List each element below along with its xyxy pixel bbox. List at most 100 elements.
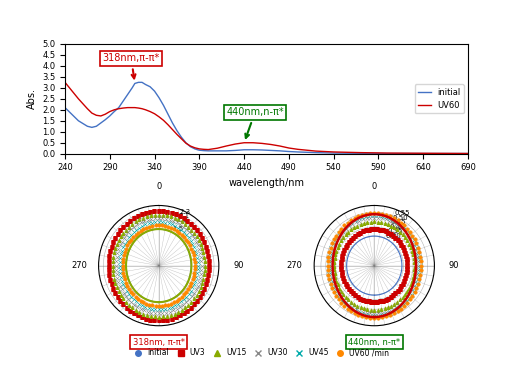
- UV60: [98, 114, 104, 118]
- initial: [295, 150, 301, 154]
- initial: [129, 86, 135, 90]
- initial: [420, 151, 426, 156]
- initial: [142, 82, 149, 87]
- initial: [286, 149, 292, 154]
- initial: [465, 151, 471, 156]
- initial: [132, 81, 138, 86]
- UV60: [125, 105, 131, 110]
- UV60: [151, 112, 158, 116]
- initial: [115, 105, 122, 110]
- UV60: [156, 115, 162, 119]
- initial: [223, 149, 229, 153]
- UV60: [183, 141, 189, 145]
- initial: [75, 119, 82, 123]
- Text: 318nm, π-π*: 318nm, π-π*: [133, 338, 185, 347]
- initial: [98, 121, 104, 125]
- initial: [187, 145, 193, 149]
- UV60: [129, 105, 135, 110]
- UV60: [111, 108, 118, 112]
- initial: [84, 124, 90, 128]
- UV60: [420, 151, 426, 156]
- initial: [147, 85, 153, 89]
- UV60: [178, 137, 185, 141]
- UV60: [232, 142, 238, 146]
- UV60: [62, 80, 68, 85]
- Y-axis label: Abs.: Abs.: [27, 88, 36, 109]
- UV60: [295, 147, 301, 152]
- UV60: [75, 97, 82, 101]
- initial: [156, 96, 162, 100]
- UV60: [132, 105, 138, 110]
- UV60: [205, 147, 212, 152]
- UV60: [135, 106, 141, 110]
- UV60: [384, 151, 391, 155]
- UV60: [115, 107, 122, 111]
- UV60: [277, 144, 283, 148]
- UV60: [241, 141, 247, 145]
- UV60: [465, 151, 471, 156]
- UV60: [102, 112, 108, 116]
- initial: [331, 151, 337, 155]
- initial: [170, 121, 176, 125]
- initial: [259, 148, 265, 152]
- UV60: [196, 147, 202, 151]
- initial: [192, 147, 198, 151]
- UV60: [142, 108, 149, 112]
- Line: initial: initial: [65, 82, 468, 153]
- UV60: [84, 107, 90, 111]
- UV60: [194, 146, 201, 151]
- Legend: initial, UV3, UV15, UV30, UV45, UV60 /min: initial, UV3, UV15, UV30, UV45, UV60 /mi…: [127, 345, 393, 361]
- Text: 440nm,n-π*: 440nm,n-π*: [226, 107, 284, 138]
- UV60: [174, 132, 180, 137]
- UV60: [165, 123, 171, 127]
- initial: [232, 148, 238, 153]
- UV60: [170, 127, 176, 132]
- initial: [102, 117, 108, 122]
- initial: [62, 105, 68, 110]
- initial: [160, 103, 166, 108]
- initial: [151, 89, 158, 93]
- UV60: [192, 146, 198, 150]
- initial: [241, 147, 247, 152]
- initial: [125, 92, 131, 97]
- UV60: [268, 142, 274, 147]
- X-axis label: wavelength/nm: wavelength/nm: [228, 178, 305, 188]
- initial: [357, 151, 363, 156]
- initial: [183, 141, 189, 145]
- initial: [250, 147, 256, 152]
- initial: [277, 149, 283, 153]
- Text: 318nm,π-π*: 318nm,π-π*: [102, 53, 160, 78]
- initial: [139, 80, 145, 85]
- UV60: [357, 150, 363, 155]
- UV60: [187, 144, 193, 148]
- initial: [120, 99, 126, 103]
- UV60: [147, 109, 153, 114]
- initial: [196, 148, 202, 152]
- UV60: [223, 144, 229, 148]
- UV60: [201, 147, 207, 152]
- UV60: [313, 149, 319, 153]
- UV60: [214, 146, 220, 150]
- Text: 440nm, n-π*: 440nm, n-π*: [348, 338, 400, 347]
- UV60: [120, 106, 126, 110]
- Line: UV60: UV60: [65, 82, 468, 153]
- initial: [89, 125, 95, 130]
- initial: [178, 135, 185, 139]
- initial: [201, 149, 207, 153]
- UV60: [286, 146, 292, 150]
- initial: [384, 151, 391, 156]
- initial: [111, 109, 118, 114]
- Legend: initial, UV60: initial, UV60: [415, 85, 464, 113]
- initial: [214, 149, 220, 153]
- UV60: [107, 109, 113, 114]
- initial: [268, 148, 274, 153]
- initial: [205, 149, 212, 153]
- UV60: [331, 150, 337, 154]
- initial: [107, 114, 113, 118]
- initial: [313, 150, 319, 155]
- initial: [93, 124, 99, 128]
- UV60: [259, 141, 265, 146]
- initial: [174, 128, 180, 133]
- initial: [194, 147, 201, 152]
- UV60: [139, 107, 145, 111]
